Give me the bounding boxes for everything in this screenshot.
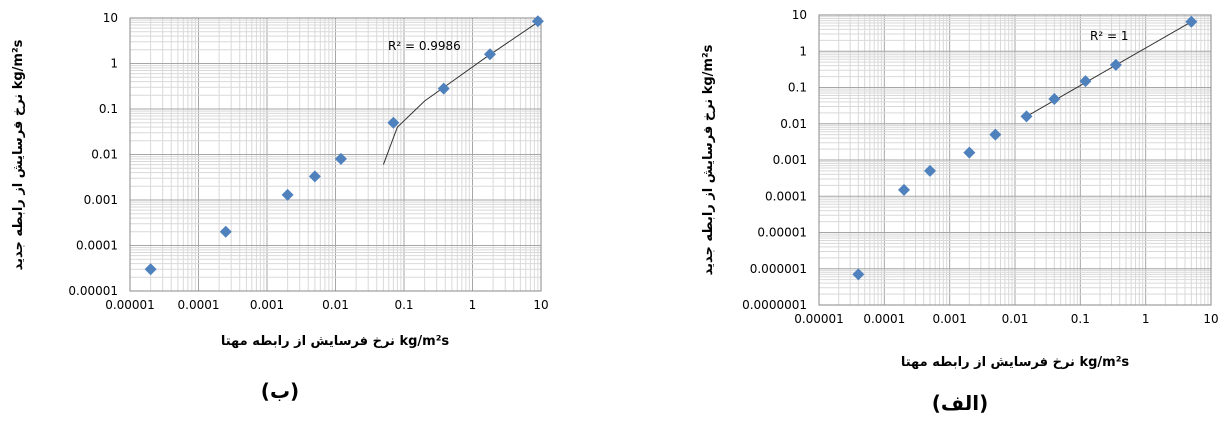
plot-area-border [818,14,1212,306]
x-tick-label: 0.1 [394,298,413,312]
grid-lines [129,18,541,292]
y-tick-label: 0.01 [91,148,118,162]
y-tick-label: 0.001 [84,193,118,207]
data-point [1079,75,1092,88]
panel-caption: (ب) [261,379,299,403]
data-point [963,146,976,159]
data-point [852,268,865,281]
r-squared-annotation: R² = 0.9986 [388,39,461,53]
y-tick-label: 10 [792,8,807,22]
data-point [1185,15,1198,28]
data-points [852,15,1198,281]
y-tick-label: 0.0000001 [742,298,807,312]
data-point [437,82,450,95]
data-point [531,15,544,28]
data-point [898,183,911,196]
y-tick-label: 0.01 [780,117,807,131]
data-points [144,15,544,276]
x-tick-label: 0.001 [932,312,966,326]
y-tick-labels: 0.00001 0.0001 0.001 0.01 0.1 1 10 [68,11,118,298]
y-tick-label: 0.000001 [750,262,807,276]
data-point [144,263,157,276]
plot-area-border [129,17,542,292]
x-tick-label: 0.001 [250,298,284,312]
x-tick-label: 1 [1142,312,1150,326]
data-point [387,116,400,129]
grid-lines [818,15,1211,306]
data-point [1020,110,1033,123]
x-tick-label: 0.00001 [105,298,155,312]
x-axis-label: نرخ فرسایش از رابطه مهتا kg/m²s [901,355,1130,370]
r-squared-annotation: R² = 1 [1090,29,1128,43]
data-point [308,170,321,183]
data-point [989,128,1002,141]
x-tick-label: 1 [469,298,477,312]
y-tick-label: 0.1 [788,81,807,95]
data-point [219,225,232,238]
x-tick-label: 0.1 [1071,312,1090,326]
data-point [1048,93,1061,106]
y-tick-label: 0.00001 [68,284,118,298]
y-tick-label: 0.0001 [76,239,118,253]
x-tick-labels: 0.00001 0.0001 0.001 0.01 0.1 1 10 [794,312,1218,326]
data-point [334,152,347,165]
data-point [923,164,936,177]
x-tick-label: 0.0001 [863,312,905,326]
data-point [281,188,294,201]
y-axis-label: نرخ فرسایش از رابطه جدید kg/m²s [701,44,716,275]
y-tick-label: 0.001 [773,153,807,167]
x-axis-label: نرخ فرسایش از رابطه مهتا kg/m²s [221,334,450,349]
y-tick-label: 1 [799,44,807,58]
chart-panel-b: 0.00001 0.0001 0.001 0.01 0.1 1 10 0.000010.00… [11,11,549,403]
chart-panel-alef: 0.00001 0.0001 0.001 0.01 0.1 1 10 0.00000010.… [701,8,1219,415]
data-point [483,48,496,61]
y-tick-labels: 0.0000001 0.000001 0.00001 0.0001 0.001 0.01 0… [742,8,807,312]
y-tick-label: 0.00001 [757,226,807,240]
trendline [382,19,542,165]
x-tick-labels: 0.00001 0.0001 0.001 0.01 0.1 1 10 [105,298,548,312]
x-tick-label: 10 [1203,312,1218,326]
y-tick-label: 0.0001 [765,189,807,203]
x-tick-label: 10 [533,298,548,312]
x-tick-label: 0.00001 [794,312,844,326]
y-tick-label: 0.1 [99,102,118,116]
x-tick-label: 0.01 [1002,312,1029,326]
trendline-group [382,19,542,165]
panel-caption: (الف) [932,391,988,415]
x-tick-label: 0.01 [322,298,349,312]
x-tick-label: 0.0001 [178,298,220,312]
y-axis-label: نرخ فرسایش از رابطه جدید kg/m²s [11,39,26,270]
data-point [1109,58,1122,71]
y-tick-label: 10 [103,11,118,25]
y-tick-label: 1 [110,57,118,71]
